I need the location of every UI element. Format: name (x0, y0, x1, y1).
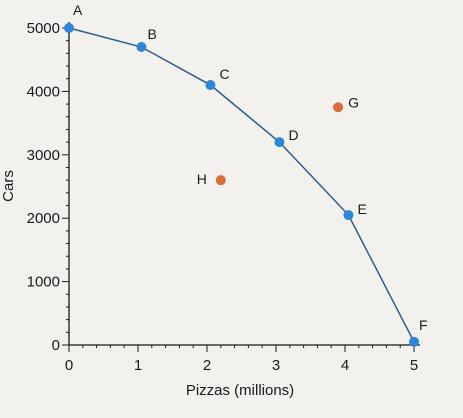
point-D-marker (274, 137, 285, 148)
x-tick-label: 3 (272, 357, 280, 374)
data-points: A B C D E F G H (64, 2, 428, 347)
point-A-marker (64, 23, 74, 33)
y-tick-label: 3000 (27, 147, 60, 164)
y-tick-label: 0 (52, 337, 60, 354)
point-E-marker (343, 210, 354, 221)
x-axis-ticks: 0 1 2 3 4 5 (65, 345, 418, 374)
point-D-label: D (288, 127, 298, 143)
point-G-marker (333, 102, 344, 113)
y-tick-label: 1000 (27, 274, 60, 291)
x-axis-title: Pizzas (millions) (186, 382, 294, 399)
x-tick-label: 2 (203, 357, 211, 374)
y-axis-title: Cars (0, 170, 17, 202)
y-tick-label: 5000 (27, 20, 60, 37)
point-H-marker (215, 175, 226, 186)
x-tick-label: 1 (134, 357, 142, 374)
point-G-label: G (348, 94, 359, 110)
point-A-label: A (73, 2, 83, 18)
point-C-marker (205, 80, 216, 91)
y-tick-label: 4000 (27, 83, 60, 100)
point-F-label: F (419, 317, 428, 333)
point-F-marker (409, 336, 419, 347)
frontier-curve (68, 27, 415, 343)
y-tick-label: 2000 (27, 210, 60, 227)
point-B-label: B (147, 26, 156, 42)
x-tick-label: 0 (65, 357, 73, 374)
x-tick-label: 4 (341, 357, 349, 374)
point-H-label: H (197, 171, 207, 187)
x-tick-label: 5 (410, 357, 418, 374)
point-B-marker (136, 42, 147, 53)
point-E-label: E (357, 201, 366, 217)
point-C-label: C (219, 66, 229, 82)
y-axis-ticks: 0 1000 2000 3000 4000 5000 (27, 20, 69, 354)
